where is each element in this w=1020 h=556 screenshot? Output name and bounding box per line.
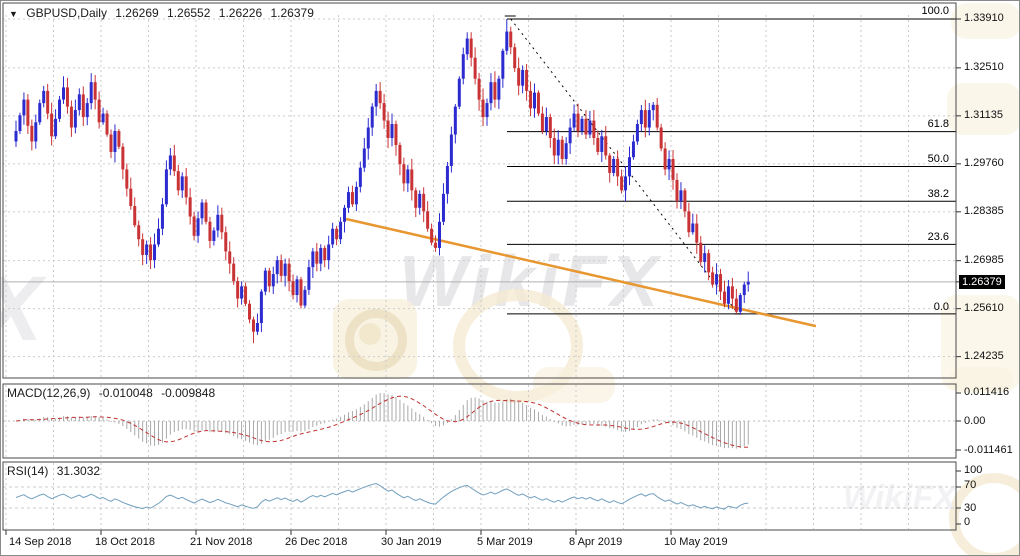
beige-blob-macd — [533, 367, 615, 403]
macd-value-signal: -0.009848 — [161, 386, 216, 400]
rsi-axis-100: 100 — [964, 464, 983, 476]
price-tick: 1.24235 — [964, 350, 1004, 362]
fib-label-61-8[interactable]: 61.8 — [927, 118, 949, 130]
symbol-dropdown-icon[interactable]: ▼ — [9, 9, 18, 19]
price-tick: 1.25610 — [964, 302, 1004, 314]
wikifx-logo-watermark — [333, 299, 417, 379]
ohlc-open: 1.26269 — [115, 6, 159, 20]
date-tick: 5 Mar 2019 — [477, 536, 533, 548]
price-tick: 1.28385 — [964, 205, 1004, 217]
ohlc-high: 1.26552 — [167, 6, 211, 20]
macd-axis-min: -0.011461 — [964, 444, 1013, 456]
fib-label-0[interactable]: 0.0 — [933, 301, 949, 313]
price-tick: 1.31135 — [964, 109, 1003, 121]
current-price-badge: 1.26379 — [959, 275, 1005, 289]
fib-label-50[interactable]: 50.0 — [927, 153, 949, 165]
macd-axis-zero: 0.00 — [964, 415, 986, 427]
title-bar: ▼ GBPUSD,Daily 1.26269 1.26552 1.26226 1… — [9, 6, 319, 20]
symbol-timeframe-label[interactable]: GBPUSD,Daily — [26, 6, 107, 20]
beige-blob-axis-mid — [947, 83, 1019, 135]
fib-label-100[interactable]: 100.0 — [921, 5, 949, 17]
ohlc-close: 1.26379 — [270, 6, 314, 20]
date-tick: 21 Nov 2018 — [190, 536, 253, 548]
macd-label: MACD(12,26,9) — [7, 386, 91, 400]
beige-blob-macd-right — [949, 367, 1013, 393]
rsi-value: 31.3032 — [56, 464, 101, 478]
rsi-axis-0: 0 — [964, 516, 971, 528]
price-tick: 1.29760 — [964, 157, 1004, 169]
wikifx-left-fragment-watermark: X — [1, 257, 42, 362]
fib-label-23-6[interactable]: 23.6 — [927, 231, 949, 243]
rsi-label: RSI(14) — [7, 464, 49, 478]
macd-axis-max: 0.011416 — [964, 386, 1010, 398]
ohlc-low: 1.26226 — [218, 6, 263, 20]
date-tick: 18 Oct 2018 — [95, 536, 155, 548]
fib-label-38-2[interactable]: 38.2 — [927, 188, 949, 200]
time-axis[interactable]: 14 Sep 2018 18 Oct 2018 21 Nov 2018 26 D… — [1, 531, 1019, 555]
date-tick: 14 Sep 2018 — [9, 536, 72, 548]
rsi-axis-70: 70 — [964, 479, 977, 491]
rsi-axis-30: 30 — [964, 502, 977, 514]
date-tick: 26 Dec 2018 — [285, 536, 348, 548]
price-tick: 1.33910 — [964, 12, 1004, 24]
date-tick: 10 May 2019 — [664, 536, 728, 548]
price-axis[interactable]: 1.33910 1.32510 1.31135 1.29760 1.28385 … — [957, 1, 1019, 530]
rsi-header[interactable]: RSI(14) 31.3032 — [7, 464, 105, 478]
date-tick: 30 Jan 2019 — [381, 536, 442, 548]
price-tick: 1.32510 — [964, 61, 1004, 73]
wikifx-logo-corner-watermark — [949, 473, 1019, 555]
price-tick: 1.26985 — [964, 254, 1004, 266]
wikifx-corner-text-watermark: WikiFX — [843, 479, 957, 517]
macd-value-main: -0.010048 — [98, 386, 153, 400]
beige-blob-axis-top — [951, 3, 1019, 39]
date-tick: 8 Apr 2019 — [569, 536, 623, 548]
macd-header[interactable]: MACD(12,26,9) -0.010048 -0.009848 — [7, 386, 220, 400]
